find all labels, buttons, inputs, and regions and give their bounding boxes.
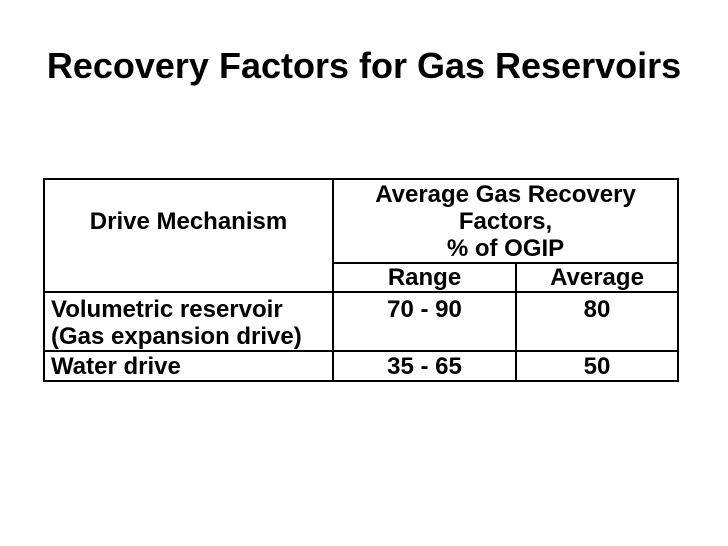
average-value-cell: 50 xyxy=(515,350,679,382)
drive-mechanism-header-cell: Drive Mechanism xyxy=(43,178,334,293)
recovery-factors-group-header-cell: Average Gas Recovery Factors, % of OGIP xyxy=(332,178,679,264)
table-row-volumetric: Volumetric reservoir (Gas expansion driv… xyxy=(43,291,679,352)
mechanism-cell: Volumetric reservoir (Gas expansion driv… xyxy=(43,291,334,352)
table-row-water-drive: Water drive 35 - 65 50 xyxy=(43,350,679,382)
mechanism-cell: Water drive xyxy=(43,350,334,382)
average-header-cell: Average xyxy=(515,262,679,293)
table-subheader-row: Range Average xyxy=(44,262,679,293)
range-header-cell: Range xyxy=(332,262,517,293)
range-value-cell: 70 - 90 xyxy=(332,291,517,352)
average-value-cell: 80 xyxy=(515,291,679,352)
range-value-cell: 35 - 65 xyxy=(332,350,517,382)
table-header-row: Drive Mechanism Average Gas Recovery Fac… xyxy=(43,178,679,293)
slide-title: Recovery Factors for Gas Reservoirs xyxy=(46,45,682,86)
recovery-factors-table: Drive Mechanism Average Gas Recovery Fac… xyxy=(43,178,679,382)
